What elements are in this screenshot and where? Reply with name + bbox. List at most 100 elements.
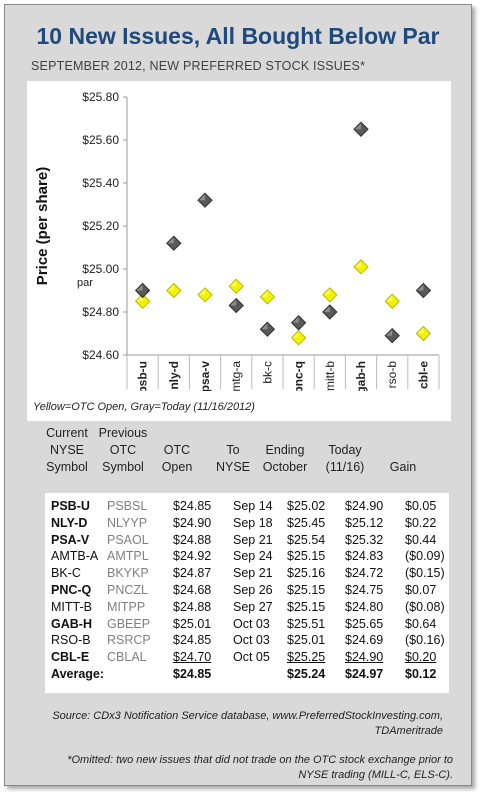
average-label: Average:	[51, 667, 105, 681]
today-price: $24.83	[345, 549, 384, 564]
today-price: $24.75	[345, 583, 384, 597]
nyse-symbol: BK-C	[51, 566, 81, 581]
x-tick-label: psa-v	[198, 361, 212, 391]
ending-october: $25.02	[287, 499, 326, 513]
table-column-header: Today (11/16)	[309, 425, 381, 476]
table-column-header-line: NYSE	[215, 460, 251, 474]
to-nyse-date: Sep 21	[233, 566, 273, 581]
to-nyse-date: Oct 05	[233, 650, 270, 665]
gain: $0.44	[405, 532, 437, 547]
otc-open: $24.68	[173, 583, 212, 597]
nyse-symbol: GAB-H	[51, 616, 92, 631]
table-column-header-line: October	[262, 460, 308, 474]
x-tick-label: bk-c	[260, 361, 274, 384]
y-tick-label: $25.60	[82, 133, 119, 147]
y-tick-label: $25.20	[82, 219, 119, 233]
table-column-header-line: Open	[161, 460, 193, 474]
to-nyse-date: Sep 27	[233, 599, 273, 614]
table-column-header: OTC Open	[141, 425, 213, 476]
y-tick-label: $25.00	[82, 262, 119, 276]
otc-open-marker-highlight	[199, 288, 205, 295]
today-price: $24.90	[345, 499, 384, 513]
today-marker-highlight	[355, 123, 361, 130]
table-column-header-line	[367, 425, 439, 442]
chart-legend-note: Yellow=OTC Open, Gray=Today (11/16/2012)	[33, 401, 255, 413]
gain: ($0.16)	[405, 633, 445, 648]
otc-open: $24.88	[173, 599, 212, 614]
today-price: $24.80	[345, 599, 384, 614]
gain: $0.20	[405, 650, 437, 665]
table-column-header-line: Symbol	[46, 460, 88, 474]
table-column-header-line	[367, 442, 439, 459]
today-price: $25.32	[345, 532, 384, 547]
otc-open: $24.88	[173, 532, 212, 547]
otc-symbol: AMTPL	[107, 549, 149, 564]
today-marker-highlight	[386, 329, 393, 336]
x-tick-label: mitt-b	[323, 361, 337, 391]
average-gain: $0.12	[405, 667, 437, 681]
table-column-header-line: Ending	[265, 443, 305, 457]
x-tick-label: pnc-q	[292, 361, 306, 391]
otc-symbol: RSRCP	[107, 633, 151, 648]
today-marker	[259, 321, 276, 337]
nyse-symbol: RSO-B	[51, 633, 91, 648]
x-tick-label: gab-h	[354, 361, 368, 391]
today-marker-highlight	[199, 194, 205, 201]
otc-open-marker-highlight	[292, 331, 299, 338]
otc-open: $24.85	[173, 633, 212, 648]
to-nyse-date: Sep 14	[233, 499, 273, 513]
nyse-symbol: AMTB-A	[51, 549, 99, 564]
y-axis-title: Price (per share)	[34, 167, 51, 285]
ending-october: $25.15	[287, 599, 326, 614]
ending-october: $25.15	[287, 549, 326, 564]
ending-october: $25.54	[287, 532, 326, 547]
table-column-header-line: Symbol	[102, 460, 144, 474]
today-marker-highlight	[323, 306, 330, 312]
table-column-header-line: Current	[46, 426, 88, 440]
x-tick-label: nly-d	[167, 361, 181, 390]
table-column-header-line: Today	[328, 443, 362, 457]
gain: $0.22	[405, 515, 437, 530]
otc-open-marker-highlight	[355, 260, 361, 267]
nyse-symbol: CBL-E	[51, 650, 90, 665]
x-tick-label: amtg-a	[229, 361, 243, 391]
ending-october: $25.16	[287, 566, 326, 581]
otc-symbol: PSAOL	[107, 532, 149, 547]
omitted-footnote: *Omitted: two new issues that did not tr…	[67, 754, 453, 781]
otc-symbol: PNCZL	[107, 583, 148, 597]
ending-october: $25.01	[287, 633, 326, 648]
nyse-symbol: PNC-Q	[51, 583, 92, 597]
otc-open-marker-highlight	[167, 284, 174, 291]
x-tick-label: rso-b	[385, 361, 399, 389]
issues-table: PSB-U PSBSL $24.85 Sep 14 $25.02 $24.90 $0.05 N…	[45, 493, 449, 693]
gain: $0.64	[405, 616, 437, 631]
otc-symbol: MITPP	[107, 599, 146, 614]
to-nyse-date: Oct 03	[233, 616, 270, 631]
y-tick-label: $25.40	[82, 176, 119, 190]
today-marker	[134, 282, 151, 299]
otc-open: $24.92	[173, 549, 212, 564]
otc-open: $25.01	[173, 616, 212, 631]
average-today: $24.97	[345, 667, 384, 681]
otc-symbol: CBLAL	[107, 650, 147, 665]
today-marker-highlight	[292, 316, 299, 323]
gain: ($0.15)	[405, 566, 445, 581]
otc-open-marker-highlight	[417, 327, 424, 334]
otc-open: $24.85	[173, 499, 212, 513]
to-nyse-date: Sep 24	[233, 549, 273, 564]
chart-area: Price (per share) $25.80 $25.60 $25.40 $25.2…	[27, 81, 451, 421]
nyse-symbol: PSB-U	[51, 499, 90, 513]
to-nyse-date: Sep 21	[233, 532, 273, 547]
table-column-header: To NYSE	[197, 425, 269, 476]
otc-open-marker	[134, 293, 151, 309]
nyse-symbol: MITT-B	[51, 599, 92, 614]
ending-october: $25.51	[287, 616, 326, 631]
otc-symbol: GBEEP	[107, 616, 151, 631]
table-column-header-line: (11/16)	[325, 460, 365, 474]
otc-open: $24.87	[173, 566, 212, 581]
ending-october: $25.45	[287, 515, 326, 530]
table-column-header-line: Previous	[98, 426, 148, 440]
table-column-header-line: OTC	[109, 443, 137, 457]
otc-open: $24.90	[173, 515, 212, 530]
gain: ($0.09)	[405, 549, 445, 564]
